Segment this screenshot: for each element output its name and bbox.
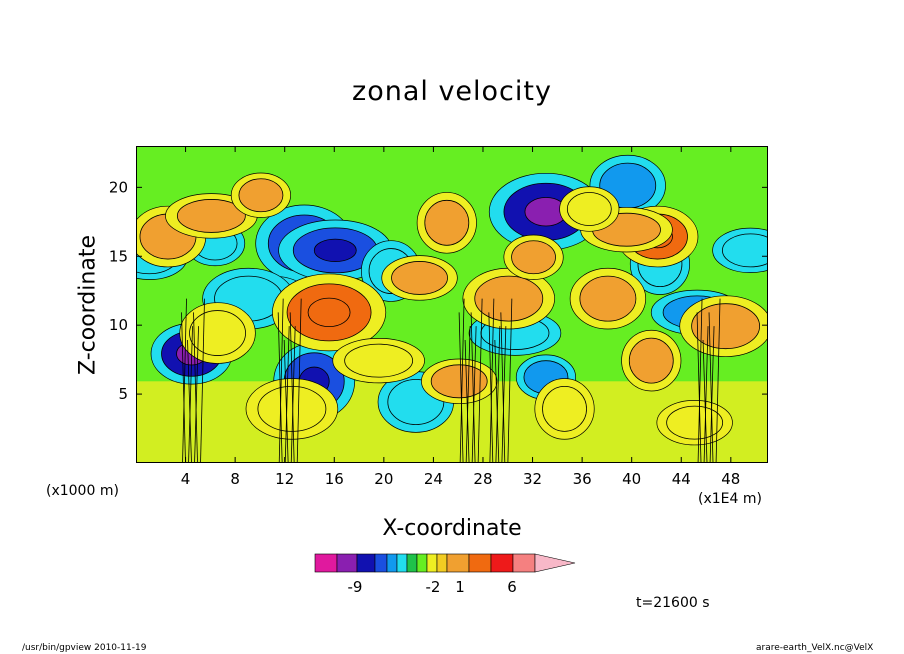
convective-contour-line — [181, 312, 186, 462]
convective-contour-line — [277, 312, 283, 462]
contour-region — [566, 192, 612, 226]
convective-contour-line — [187, 339, 192, 462]
contour-region — [391, 261, 448, 295]
contour-region — [176, 199, 246, 233]
colorbar-segment — [314, 553, 338, 573]
colorbar-segment — [396, 553, 408, 573]
contour-region-core — [307, 297, 351, 328]
convective-contour-line — [715, 298, 721, 462]
x-tick-label: 16 — [325, 470, 344, 488]
convective-contour-line — [459, 298, 465, 462]
contour-region — [691, 303, 761, 350]
convective-contour-line — [495, 326, 501, 462]
footer-program-date: /usr/bin/gpview 2010-11-19 — [22, 643, 147, 653]
colorbar-segment — [406, 553, 418, 573]
colorbar-segment — [490, 553, 514, 573]
colorbar: -9 -2 1 6 — [314, 553, 576, 596]
convective-contour-line — [465, 326, 471, 462]
x-tick-label: 12 — [275, 470, 294, 488]
x-tick-label: 4 — [181, 470, 191, 488]
colorbar-tick-label: 1 — [455, 578, 465, 596]
contour-region — [542, 385, 587, 432]
colorbar-segment — [436, 553, 448, 573]
contour-region — [424, 199, 470, 246]
convective-contour-line — [200, 298, 205, 462]
colorbar-tick-label: 6 — [507, 578, 517, 596]
convective-contour-line — [464, 339, 470, 462]
plot-area — [136, 146, 768, 463]
colorbar-tick-label: -9 — [348, 578, 363, 596]
x-tick-label: 24 — [424, 470, 443, 488]
convective-contour-line — [477, 298, 483, 462]
convective-contour-line — [494, 339, 500, 462]
x-tick-label: 8 — [230, 470, 240, 488]
convective-contour-line — [507, 298, 513, 462]
convective-contour-line — [283, 339, 289, 462]
convective-contour-line — [470, 312, 476, 462]
convective-contour-line — [709, 326, 715, 462]
contour-region — [579, 275, 637, 322]
convective-contour-line — [471, 326, 477, 462]
convective-contour-line — [290, 326, 296, 462]
contour-region — [257, 385, 327, 432]
x-axis-label: X-coordinate — [382, 516, 522, 541]
heatmap-field — [137, 147, 767, 462]
colorbar-segment — [512, 553, 536, 573]
contour-region — [511, 240, 556, 275]
convective-contour-line — [296, 298, 302, 462]
contour-region-core — [313, 238, 357, 263]
colorbar-segment — [386, 553, 398, 573]
convective-contour-line — [501, 326, 507, 462]
convective-contour-line — [193, 312, 198, 462]
footer-file-variable: arare-earth_VelX.nc@VelX — [756, 643, 874, 653]
y-tick-label: 20 — [109, 178, 128, 196]
convective-contour-line — [289, 312, 295, 462]
convective-contour-line — [194, 326, 199, 462]
convective-contour-line — [458, 312, 464, 462]
colorbar-segment — [426, 553, 438, 573]
x-tick-label: 40 — [622, 470, 641, 488]
x-tick-label: 28 — [473, 470, 492, 488]
convective-contour-line — [188, 326, 193, 462]
colorbar-tick-label: -2 — [426, 578, 441, 596]
convective-contour-line — [702, 339, 708, 462]
x-unit-label: (x1000 m) — [46, 483, 119, 499]
convective-contour-line — [697, 298, 703, 462]
convective-contour-line — [500, 312, 506, 462]
convective-contour-line — [278, 298, 284, 462]
contour-region — [722, 233, 767, 268]
x-scale-label: (x1E4 m) — [698, 491, 762, 507]
convective-contour-line — [489, 298, 495, 462]
contour-region — [666, 405, 724, 440]
x-tick-label: 32 — [523, 470, 542, 488]
contour-region — [430, 364, 488, 399]
convective-contour-line — [488, 312, 494, 462]
x-tick-label: 48 — [721, 470, 740, 488]
colorbar-segment — [336, 553, 358, 573]
convective-contour-line — [708, 312, 714, 462]
colorbar-segment — [356, 553, 376, 573]
x-tick-label: 20 — [374, 470, 393, 488]
x-tick-label: 44 — [672, 470, 691, 488]
contour-region — [628, 337, 674, 384]
chart-title: zonal velocity — [352, 76, 552, 107]
time-label: t=21600 s — [636, 595, 710, 611]
contour-region — [474, 275, 544, 322]
y-axis-label: Z-coordinate — [75, 235, 101, 375]
colorbar-segment — [416, 553, 428, 573]
convective-contour-line — [703, 326, 709, 462]
colorbar-segment — [468, 553, 492, 573]
y-tick-label: 15 — [109, 247, 128, 265]
contour-region — [344, 343, 414, 378]
x-tick-label: 36 — [573, 470, 592, 488]
convective-contour-line — [696, 312, 702, 462]
contour-region — [238, 178, 284, 213]
colorbar-segment — [374, 553, 388, 573]
colorbar-arrow — [534, 553, 576, 573]
colorbar-segment — [446, 553, 470, 573]
convective-contour-line — [182, 298, 187, 462]
convective-contour-line — [284, 326, 290, 462]
y-tick-label: 5 — [118, 385, 128, 403]
y-tick-label: 10 — [109, 316, 128, 334]
